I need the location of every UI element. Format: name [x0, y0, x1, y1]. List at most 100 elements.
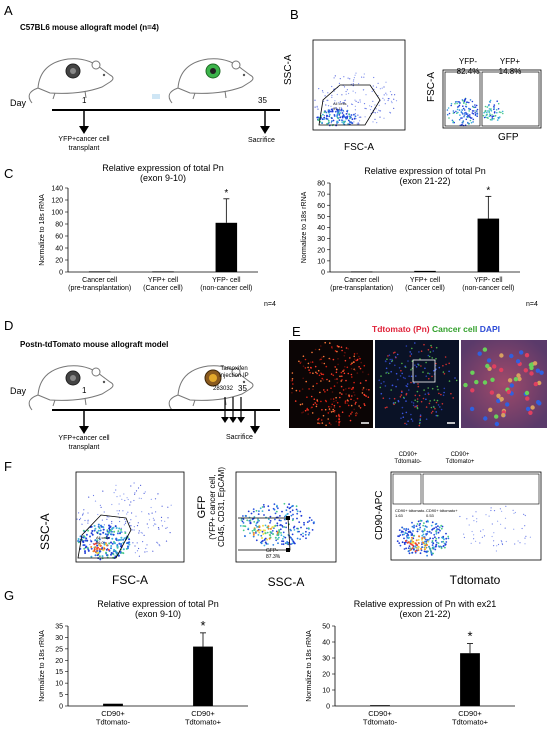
- panel-b-flow-2-xlabel: GFP: [498, 132, 519, 143]
- y-tick-label: 20: [317, 247, 325, 254]
- micro-image-1: [289, 340, 373, 428]
- y-tick-label: 80: [55, 222, 63, 229]
- bar: [370, 705, 390, 706]
- y-tick-label: 60: [317, 203, 325, 210]
- panel-f-flow-1: [75, 471, 185, 563]
- bar-chart: Relative expression of total Pn(exon 9-1…: [39, 163, 276, 308]
- panel-f-flow-3: [390, 471, 542, 561]
- chart-title: Relative expression of total Pn: [97, 599, 219, 609]
- y-tick-label: 80: [317, 181, 325, 188]
- category-label: (Cancer cell): [405, 285, 445, 292]
- panel-f-flow-3-xlabel: Tdtomato: [449, 573, 501, 587]
- y-tick-label: 100: [51, 210, 63, 217]
- y-tick-label: 50: [322, 624, 330, 631]
- category-label: CD90+: [368, 709, 392, 718]
- y-tick-label: 5: [59, 692, 63, 699]
- category-label: (Cancer cell): [143, 285, 183, 292]
- category-label: Tdtomato-: [96, 718, 131, 727]
- y-tick-label: 15: [55, 669, 63, 676]
- y-axis-label: Normalize to 18s rRNA: [306, 630, 313, 702]
- timeline-d-day-label: Day: [10, 386, 27, 396]
- y-tick-label: 35: [55, 624, 63, 631]
- panel-f-flow-1-xlabel: FSC-A: [112, 573, 148, 587]
- panel-b-flow-1-xlabel: FSC-A: [344, 142, 374, 153]
- chart-title: Relative expression of Pn with ex21: [354, 599, 497, 609]
- panel-e-microscopy: [289, 340, 547, 428]
- panel-b-flow-2: [442, 69, 542, 129]
- panel-g-label: G: [4, 588, 15, 603]
- y-tick-label: 40: [317, 225, 325, 232]
- panel-d-title: Postn-tdTomato mouse allograft model: [20, 340, 169, 349]
- legend-cancer-cell: Cancer cell: [431, 324, 478, 334]
- timeline-a: [52, 94, 280, 134]
- panel-b-yfp-pos: YFP+ 14.8%: [498, 57, 522, 76]
- timeline-d-day35: 35: [238, 384, 247, 393]
- y-tick-label: 20: [55, 258, 63, 265]
- chart-subtitle: (exon 21-22): [399, 609, 450, 619]
- timeline-a-day1: 1: [82, 96, 87, 105]
- panel-b-flow-1: [312, 39, 406, 131]
- timeline-d-day1: 1: [82, 386, 87, 395]
- y-tick-label: 40: [55, 246, 63, 253]
- significance-star: *: [200, 618, 205, 633]
- chart-subtitle: (exon 9-10): [140, 173, 186, 183]
- category-label: Cancer cell: [82, 277, 117, 284]
- legend-tdtomato: Tdtomato (Pn): [372, 324, 430, 334]
- timeline-d: [52, 397, 280, 434]
- y-tick-label: 0: [321, 270, 325, 277]
- bar-chart: Relative expression of Pn with ex21(exon…: [306, 599, 515, 727]
- panel-c-charts: Relative expression of total Pn(exon 9-1…: [39, 163, 538, 308]
- bar: [215, 222, 238, 272]
- y-tick-label: 140: [51, 186, 63, 193]
- y-tick-label: 10: [322, 688, 330, 695]
- panel-f-flow-1-gate: All cells 96.0: [96, 535, 110, 545]
- panel-a-title: C57BL6 mouse allograft model (n=4): [20, 23, 159, 32]
- panel-b-flow-1-ylabel: SSC-A: [283, 54, 294, 85]
- category-label: CD90+: [458, 709, 482, 718]
- panel-b-flow-1-gate: All cells 91.1: [333, 101, 347, 111]
- y-tick-label: 120: [51, 198, 63, 205]
- mouse-icon: [28, 365, 114, 411]
- panel-f-flow-2-ylabel: GFP (YFP+ cancer cell, CD45, CD31, EpCAM…: [196, 466, 226, 548]
- bar: [477, 218, 500, 272]
- panel-b-label: B: [290, 7, 299, 22]
- y-tick-label: 30: [55, 635, 63, 642]
- y-tick-label: 40: [322, 640, 330, 647]
- panel-f-q3: CD90+ tdtomato- 1.63: [395, 508, 426, 518]
- micro-image-2: [375, 340, 459, 428]
- panel-b-yfp-neg: YFP- 82.4%: [456, 57, 480, 76]
- chart-subtitle: (exon 21-22): [399, 176, 450, 186]
- category-label: Tdtomato-: [363, 718, 398, 727]
- y-tick-label: 60: [55, 234, 63, 241]
- timeline-d-event1: YFP+cancer cell transplant: [58, 435, 110, 451]
- y-axis-label: Normalize to 18s rRNA: [301, 191, 308, 263]
- mouse-icon: [168, 365, 254, 411]
- bar: [103, 703, 123, 706]
- panel-f-flow-1-ylabel: SSC-A: [38, 513, 52, 550]
- panel-f-flow-3-ylabel: CD90-APC: [374, 490, 385, 540]
- sample-size-note: n=4: [526, 301, 538, 308]
- panel-d-label: D: [4, 318, 14, 333]
- bar: [414, 270, 436, 272]
- category-label: YFP- cell: [212, 277, 241, 284]
- y-tick-label: 0: [326, 704, 330, 711]
- panel-g-charts: Relative expression of total Pn(exon 9-1…: [39, 599, 515, 727]
- bar: [152, 271, 174, 273]
- timeline-a-event2: Sacrifice: [248, 137, 275, 144]
- y-tick-label: 10: [317, 258, 325, 265]
- category-label: (pre-transplantation): [68, 285, 131, 292]
- bar: [193, 646, 213, 706]
- bar-chart: Relative expression of total Pn(exon 9-1…: [39, 599, 248, 727]
- y-axis-label: Normalize to 18s rRNA: [39, 630, 46, 702]
- y-tick-label: 20: [322, 672, 330, 679]
- panel-f-q4: CD90+ tdtomato+ 0.53: [426, 508, 458, 518]
- timeline-a-event1: YFP+cancer cell transplant: [58, 136, 110, 152]
- chart-subtitle: (exon 9-10): [135, 609, 181, 619]
- panel-a-mice: [28, 58, 254, 104]
- panel-f-q2: CD90+ Tdtomato+: [445, 452, 475, 465]
- panel-e-label: E: [292, 324, 301, 339]
- category-label: Cancer cell: [344, 277, 379, 284]
- bar: [460, 653, 480, 706]
- panel-f-q1: CD90+ Tdtomato-: [394, 452, 422, 465]
- y-tick-label: 70: [317, 192, 325, 199]
